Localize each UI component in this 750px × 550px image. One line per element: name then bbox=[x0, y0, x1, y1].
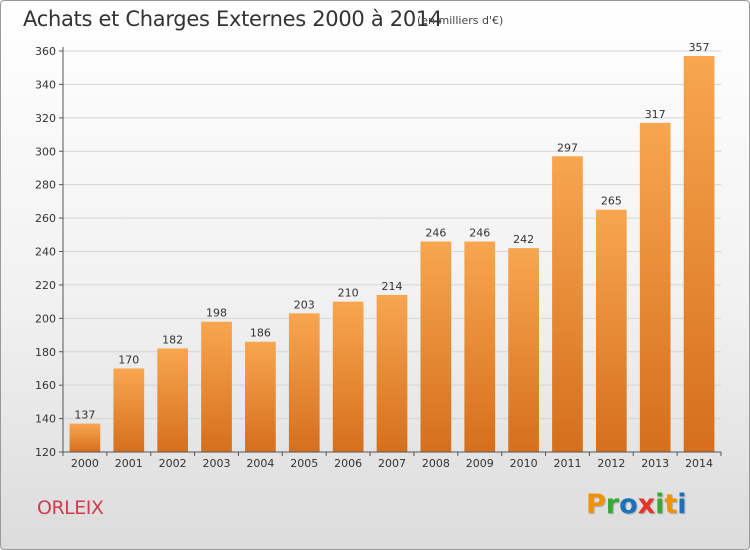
logo-letter: i bbox=[677, 489, 687, 520]
y-tick-label: 120 bbox=[35, 446, 56, 459]
value-label: 317 bbox=[645, 108, 666, 121]
y-axis-ticks: 120 140 160 180 200 220 240 260 280 300 320 340 360 bbox=[35, 45, 63, 459]
value-label: 182 bbox=[162, 333, 183, 346]
bar bbox=[464, 241, 496, 452]
bar bbox=[332, 301, 364, 452]
bar bbox=[683, 56, 715, 452]
bars bbox=[69, 56, 715, 453]
logo-letter: r bbox=[605, 489, 620, 520]
bar bbox=[69, 423, 101, 452]
logo-letter: x bbox=[637, 489, 656, 520]
logo-letter: i bbox=[655, 489, 665, 520]
y-tick-label: 280 bbox=[35, 179, 56, 192]
bar bbox=[552, 156, 583, 452]
bar bbox=[201, 321, 232, 452]
logo-letter: P bbox=[586, 489, 606, 520]
x-tick-label: 2013 bbox=[641, 457, 669, 470]
value-label: 265 bbox=[601, 195, 622, 208]
y-tick-label: 320 bbox=[35, 112, 56, 125]
value-label: 137 bbox=[74, 409, 95, 422]
y-tick-label: 260 bbox=[35, 212, 56, 225]
y-tick-label: 340 bbox=[35, 78, 56, 91]
bar bbox=[376, 294, 408, 452]
proxiti-logo: Proxiti bbox=[586, 489, 687, 520]
value-label: 198 bbox=[206, 307, 227, 320]
value-label: 246 bbox=[469, 226, 490, 239]
x-tick-label: 2009 bbox=[466, 457, 494, 470]
x-tick-label: 2000 bbox=[71, 457, 99, 470]
x-tick-label: 2005 bbox=[290, 457, 318, 470]
value-label: 214 bbox=[382, 280, 403, 293]
x-axis-ticks: 2000 2001 2002 2003 2004 2005 2006 2007 2008 2009… bbox=[62, 452, 722, 470]
x-tick-label: 2002 bbox=[159, 457, 187, 470]
x-tick-label: 2007 bbox=[378, 457, 406, 470]
bar bbox=[288, 313, 320, 452]
value-label: 170 bbox=[118, 353, 139, 366]
x-tick-label: 2014 bbox=[685, 457, 713, 470]
x-tick-label: 2011 bbox=[553, 457, 581, 470]
y-tick-label: 240 bbox=[35, 246, 56, 259]
bar bbox=[113, 368, 145, 452]
y-tick-label: 300 bbox=[35, 145, 56, 158]
x-tick-label: 2010 bbox=[510, 457, 538, 470]
bar bbox=[508, 248, 539, 452]
x-tick-label: 2006 bbox=[334, 457, 362, 470]
x-tick-label: 2001 bbox=[115, 457, 143, 470]
bar bbox=[420, 241, 452, 452]
y-tick-label: 220 bbox=[35, 279, 56, 292]
value-labels: 137 170 182 198 186 203 210 214 246 246 242 297 265 3… bbox=[74, 41, 709, 422]
bar bbox=[639, 122, 671, 453]
x-tick-label: 2008 bbox=[422, 457, 450, 470]
chart-subtitle: (en milliers d'€) bbox=[417, 14, 504, 27]
bar bbox=[157, 348, 189, 452]
value-label: 186 bbox=[250, 327, 271, 340]
y-tick-label: 360 bbox=[35, 45, 56, 58]
value-label: 203 bbox=[294, 298, 315, 311]
city-name: ORLEIX bbox=[37, 497, 104, 519]
value-label: 297 bbox=[557, 141, 578, 154]
value-label: 357 bbox=[689, 41, 710, 54]
y-tick-label: 140 bbox=[35, 413, 56, 426]
y-tick-label: 160 bbox=[35, 379, 56, 392]
y-tick-label: 200 bbox=[35, 312, 56, 325]
value-label: 210 bbox=[338, 287, 359, 300]
value-label: 242 bbox=[513, 233, 534, 246]
chart-title: Achats et Charges Externes 2000 à 2014 bbox=[23, 7, 443, 31]
logo-letter: t bbox=[664, 489, 678, 520]
logo-letter: o bbox=[619, 489, 638, 520]
x-tick-label: 2004 bbox=[246, 457, 274, 470]
x-tick-label: 2003 bbox=[203, 457, 231, 470]
y-tick-label: 180 bbox=[35, 346, 56, 359]
value-label: 246 bbox=[425, 226, 446, 239]
x-tick-label: 2012 bbox=[597, 457, 625, 470]
bar bbox=[595, 209, 627, 452]
bar bbox=[245, 341, 276, 452]
